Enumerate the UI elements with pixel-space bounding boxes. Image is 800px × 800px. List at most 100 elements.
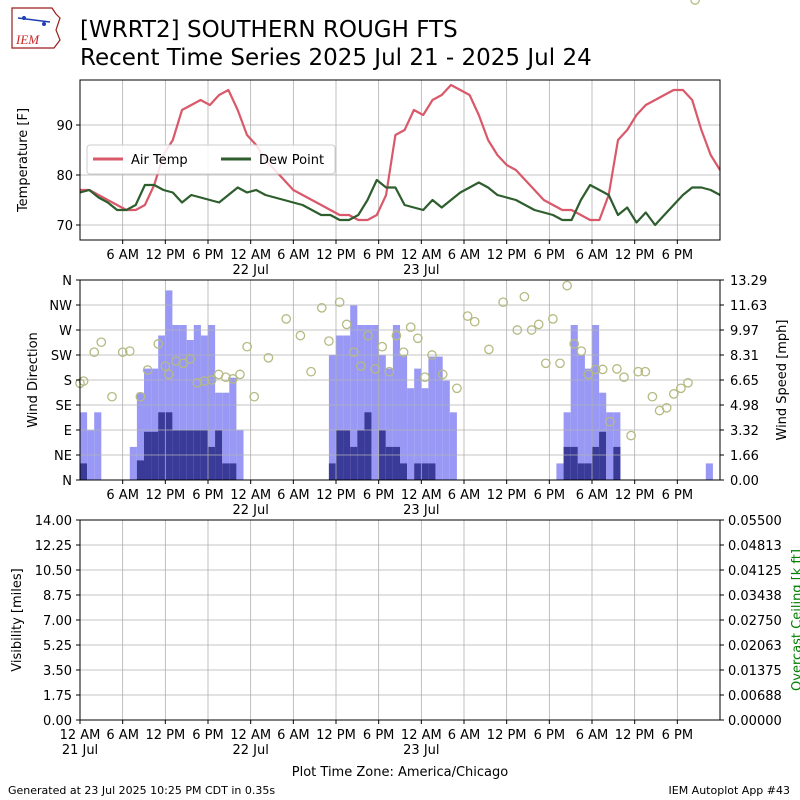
x-tick-label: 6 AM bbox=[576, 728, 609, 743]
wind-speed-bar bbox=[80, 412, 88, 480]
wind-speed-low-bar bbox=[364, 412, 372, 480]
x-tick-label: 6 PM bbox=[192, 248, 223, 263]
wind-direction-marker bbox=[612, 364, 622, 374]
wind-direction-marker bbox=[117, 347, 128, 358]
wind-speed-bar bbox=[336, 335, 344, 480]
y2-tick-label: 3.32 bbox=[730, 424, 759, 439]
logo-text: IEM bbox=[15, 32, 40, 47]
wind-direction-marker bbox=[519, 291, 530, 302]
wind-speed-low-bar bbox=[158, 412, 166, 480]
y-tick-label: N bbox=[62, 274, 72, 289]
y2-tick-label: 0.01375 bbox=[728, 664, 782, 679]
wind-speed-low-bar bbox=[222, 463, 230, 480]
wind-speed-axis-title: Wind Speed [mph] bbox=[775, 320, 790, 441]
wind-direction-marker bbox=[206, 375, 217, 385]
x-tick-label: 6 AM bbox=[277, 488, 310, 503]
x-tick-label: 6 AM bbox=[448, 728, 481, 743]
wind-direction-marker bbox=[526, 325, 537, 335]
dew-point-line bbox=[79, 178, 721, 227]
wind-speed-bar bbox=[705, 463, 713, 480]
wind-direction-marker bbox=[583, 369, 594, 380]
wind-direction-marker bbox=[356, 361, 366, 371]
wind-direction-marker bbox=[124, 346, 135, 356]
wind-speed-bar bbox=[165, 290, 173, 480]
y-tick-label: 8.75 bbox=[43, 589, 72, 604]
wind-speed-bar bbox=[222, 392, 230, 480]
x-tick-label: 12 AM bbox=[230, 248, 271, 263]
wind-direction-marker bbox=[384, 366, 395, 377]
wind-speed-bar bbox=[392, 325, 401, 480]
x-tick-label: 12 AM bbox=[60, 728, 101, 743]
wind-direction-marker bbox=[334, 297, 345, 308]
x-tick-label: 6 AM bbox=[448, 488, 481, 503]
wind-direction-marker bbox=[235, 369, 245, 380]
wind-direction-marker bbox=[341, 319, 352, 330]
y-tick-label: SE bbox=[56, 399, 72, 414]
wind-direction-marker bbox=[306, 366, 316, 377]
wind-speed-bar bbox=[414, 368, 422, 480]
wind-direction-marker bbox=[316, 302, 327, 313]
wind-direction-marker bbox=[619, 372, 629, 383]
wind-speed-bar bbox=[208, 325, 216, 480]
x-tick-label: 6 AM bbox=[576, 248, 609, 263]
y2-tick-label: 0.00000 bbox=[728, 714, 782, 729]
x-axis-title: Plot Time Zone: America/Chicago bbox=[292, 765, 508, 780]
y-tick-label: E bbox=[64, 424, 72, 439]
x-tick-label: 6 PM bbox=[662, 248, 693, 263]
wind-speed-bar bbox=[343, 335, 351, 480]
wind-direction-marker bbox=[199, 376, 210, 386]
wind-speed-bar bbox=[193, 325, 201, 480]
wind-speed-bar bbox=[385, 368, 393, 480]
x-tick-label: 6 PM bbox=[662, 488, 693, 503]
x-tick-label: 6 AM bbox=[576, 488, 609, 503]
wind-speed-low-bar bbox=[229, 463, 237, 480]
wind-speed-bar bbox=[556, 463, 564, 480]
x-tick-label: 6 PM bbox=[192, 728, 223, 743]
x-tick-label: 12 PM bbox=[145, 488, 185, 503]
x-tick-date-label: 22 Jul bbox=[232, 503, 268, 518]
wind-direction-marker bbox=[647, 391, 658, 402]
wind-speed-low-bar bbox=[392, 446, 401, 480]
wind-speed-low-bar bbox=[328, 463, 337, 480]
wind-speed-bar bbox=[570, 325, 578, 480]
wind-direction-marker bbox=[555, 358, 565, 369]
x-tick-label: 12 PM bbox=[487, 728, 527, 743]
y2-tick-label: 0.00688 bbox=[728, 689, 782, 704]
y-tick-label: 0.00 bbox=[43, 714, 72, 729]
wind-direction-marker bbox=[533, 319, 544, 330]
y-tick-label: 7.00 bbox=[43, 614, 72, 629]
y-tick-label: 90 bbox=[56, 119, 73, 134]
wind-speed-bar bbox=[200, 335, 209, 480]
wind-direction-marker bbox=[107, 391, 117, 402]
y-tick-label: 80 bbox=[56, 169, 73, 184]
wind-speed-low-bar bbox=[165, 412, 173, 480]
x-tick-label: 6 PM bbox=[534, 248, 565, 263]
x-tick-label: 6 PM bbox=[363, 248, 394, 263]
wind-speed-bar bbox=[371, 325, 379, 480]
wind-direction-marker bbox=[512, 325, 523, 335]
wind-speed-low-bar bbox=[414, 463, 422, 480]
wind-speed-low-bar bbox=[80, 463, 88, 480]
wind-speed-low-bar bbox=[613, 446, 621, 480]
visibility-axis-title: Visibility [miles] bbox=[10, 568, 25, 671]
y2-tick-label: 0.04813 bbox=[728, 539, 782, 554]
wind-direction-marker bbox=[324, 336, 334, 346]
y2-tick-label: 6.65 bbox=[730, 374, 759, 389]
wind-direction-marker bbox=[548, 314, 558, 324]
y-tick-label: NE bbox=[54, 449, 72, 464]
wind-speed-bar bbox=[328, 355, 337, 480]
wind-direction-marker bbox=[398, 347, 409, 358]
wind-speed-low-bar bbox=[350, 446, 358, 480]
wind-speed-low-bar bbox=[400, 463, 408, 480]
wind-direction-marker bbox=[160, 361, 171, 371]
wind-direction-marker bbox=[540, 358, 551, 369]
x-tick-label: 12 PM bbox=[316, 248, 356, 263]
temperature-legend: Air Temp Dew Point bbox=[86, 144, 336, 175]
x-tick-label: 12 AM bbox=[230, 728, 271, 743]
wind-direction-marker bbox=[604, 416, 615, 427]
wind-direction-marker bbox=[96, 337, 107, 348]
wind-speed-bar bbox=[357, 325, 365, 480]
wind-speed-low-bar bbox=[592, 446, 600, 480]
x-tick-label: 12 PM bbox=[615, 248, 655, 263]
wind-speed-bar bbox=[577, 355, 585, 480]
